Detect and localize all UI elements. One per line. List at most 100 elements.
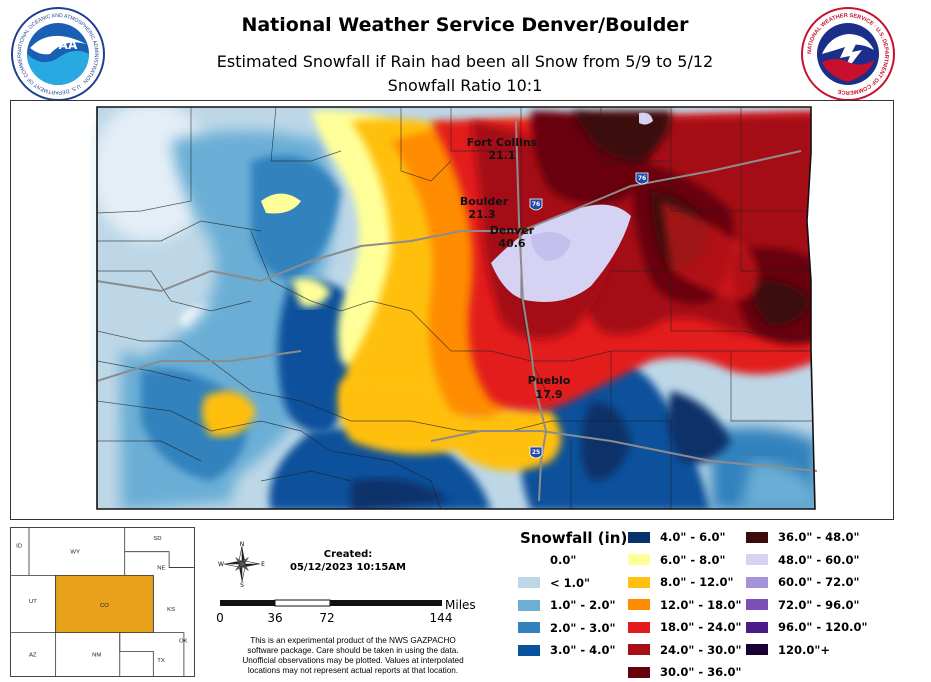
legend-swatch (518, 622, 540, 633)
scale-tick: 72 (319, 611, 334, 625)
legend-item: 96.0" - 120.0" (746, 619, 868, 635)
legend-item: 3.0" - 4.0" (518, 642, 616, 658)
city-label-denver: Denver 40.6 (490, 224, 535, 250)
scale-unit: Miles (445, 598, 476, 612)
compass-s: S (240, 582, 244, 588)
highways (96, 120, 818, 502)
disclaimer-line: This is an experimental product of the N… (250, 636, 456, 645)
noaa-logo-text: NOAA (39, 38, 78, 52)
county-boundaries (97, 107, 815, 509)
legend-label: 36.0" - 48.0" (778, 530, 860, 544)
legend-label: 96.0" - 120.0" (778, 620, 868, 634)
locator-state-label: ID (16, 544, 22, 550)
legend-label: 72.0" - 96.0" (778, 597, 860, 612)
legend-label: < 1.0" (550, 575, 591, 590)
disclaimer-line: locations may not represent actual repor… (247, 666, 459, 675)
legend-label: 8.0" - 12.0" (660, 575, 734, 589)
legend-swatch (746, 599, 768, 610)
legend-swatch (518, 554, 540, 566)
locator-state-label: NE (157, 565, 165, 571)
disclaimer: This is an experimental product of the N… (214, 636, 492, 676)
city-label-boulder: Boulder 21.3 (460, 195, 509, 221)
locator-state-label: TX (157, 658, 165, 664)
legend-swatch (746, 554, 768, 565)
page-subtitle: Estimated Snowfall if Rain had been all … (216, 52, 714, 71)
city-value: 21.3 (468, 208, 495, 221)
legend-item: 60.0" - 72.0" (746, 574, 860, 590)
scale-tick: 0 (216, 611, 224, 625)
locator-state-label: UT (29, 599, 37, 605)
snowfall-ratio-label: Snowfall Ratio 10:1 (387, 76, 543, 95)
colorado-highlight (55, 574, 154, 633)
created-timestamp: 05/12/2023 10:15AM (290, 562, 406, 573)
legend-swatch (628, 554, 650, 565)
compass-n: N (240, 541, 245, 548)
legend-item: < 1.0" (518, 575, 590, 591)
city-name: Boulder (460, 195, 509, 208)
city-value: 40.6 (498, 237, 525, 250)
legend-swatch (746, 621, 768, 633)
legend-label: 30.0" - 36.0" (660, 665, 742, 679)
locator-state-label: NM (92, 652, 101, 658)
colorado-border (96, 106, 816, 510)
legend-label: 1.0" - 2.0" (550, 598, 616, 612)
legend-label: 120.0"+ (778, 642, 831, 657)
locator-map: ID WY SD NE UT CO KS AZ NM OK TX (10, 527, 195, 677)
legend-swatch (628, 531, 650, 543)
disclaimer-line: software package. Care should be taken i… (247, 646, 459, 655)
disclaimer-line: Unofficial observations may be plotted. … (242, 656, 464, 665)
scale-tick: 36 (267, 611, 282, 625)
legend-swatch (518, 644, 540, 656)
noaa-logo: NOAA NATIONAL OCEANIC AND ATMOSPHERIC AD… (10, 6, 105, 101)
legend-item: 120.0"+ (746, 642, 830, 658)
legend-item: 36.0" - 48.0" (746, 529, 860, 545)
legend-item: 18.0" - 24.0" (628, 619, 742, 635)
legend-swatch (746, 644, 768, 655)
legend-item: 30.0" - 36.0" (628, 664, 742, 680)
legend-label: 12.0" - 18.0" (660, 597, 742, 612)
created-label: Created: (323, 549, 373, 560)
snowfall-map: 76 76 25 Fort Collins 21.1 Boulder 21.3 … (10, 100, 894, 520)
highway-shield: 76 (529, 198, 543, 211)
nws-logo: NATIONAL WEATHER SERVICE · U.S. DEPARTME… (801, 7, 895, 101)
locator-state-label: KS (167, 607, 175, 613)
legend-swatch (746, 576, 768, 588)
highway-label: 76 (638, 175, 646, 182)
legend-label: 3.0" - 4.0" (550, 643, 616, 657)
city-name: Fort Collins (467, 136, 538, 149)
city-value: 17.9 (535, 388, 562, 401)
scale-tick: 144 (430, 611, 453, 625)
page-title: National Weather Service Denver/Boulder (241, 14, 689, 36)
highway-label: 25 (532, 449, 540, 456)
legend-swatch (628, 576, 650, 588)
legend-swatch (518, 577, 540, 588)
highway-shield: 25 (529, 446, 543, 459)
city-label-fort-collins: Fort Collins 21.1 (467, 136, 538, 162)
legend-swatch (628, 666, 650, 678)
legend-label: 2.0" - 3.0" (550, 620, 616, 635)
highway-shield: 76 (635, 172, 649, 185)
city-label-pueblo: Pueblo 17.9 (528, 374, 571, 401)
scale-bar: 0 36 72 144 Miles (216, 598, 476, 625)
legend-item: 2.0" - 3.0" (518, 620, 616, 636)
legend-swatch (518, 599, 540, 611)
compass-w: W (218, 561, 224, 568)
snowfall-contours (97, 107, 815, 509)
legend-item: 6.0" - 8.0" (628, 552, 726, 568)
compass-rose-icon: N S E W (218, 541, 265, 588)
legend-item: 1.0" - 2.0" (518, 597, 616, 613)
locator-state-label: SD (153, 536, 161, 542)
locator-state-label: CO (100, 603, 109, 609)
legend-label: 18.0" - 24.0" (660, 620, 742, 634)
legend-title: Snowfall (in) (520, 529, 628, 547)
compass-e: E (261, 561, 265, 568)
legend-label: 48.0" - 60.0" (778, 552, 860, 567)
legend-label: 24.0" - 30.0" (660, 642, 742, 657)
legend-swatch (746, 531, 768, 543)
legend-swatch (628, 599, 650, 610)
legend-item: 48.0" - 60.0" (746, 552, 860, 568)
locator-state-label: WY (70, 550, 80, 556)
city-name: Denver (490, 224, 535, 237)
legend-swatch (628, 644, 650, 655)
legend-label: 4.0" - 6.0" (660, 530, 726, 544)
